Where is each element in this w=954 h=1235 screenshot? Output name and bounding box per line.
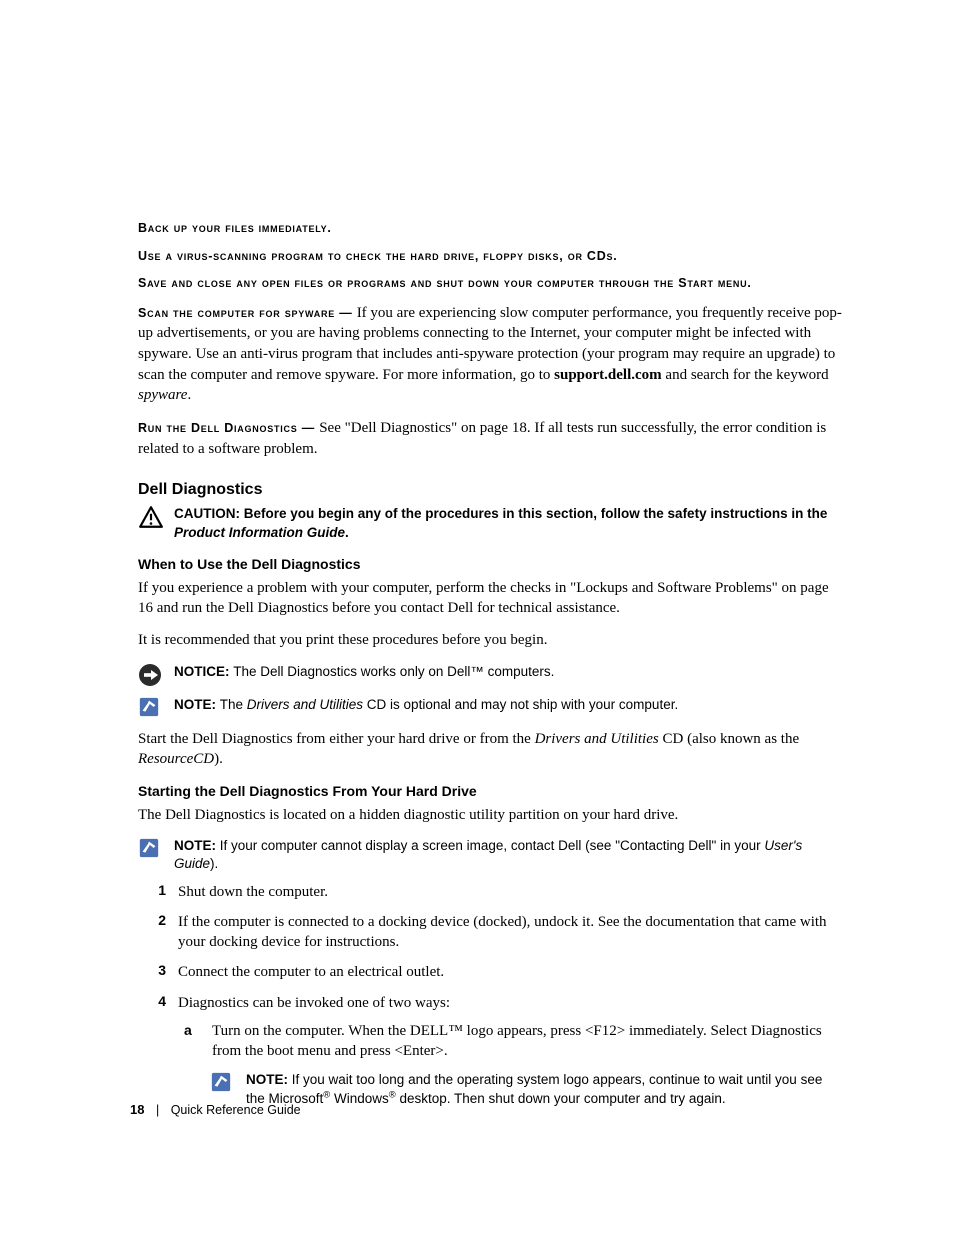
substep-label: a — [178, 1021, 212, 1062]
step-4-content: Diagnostics can be invoked one of two wa… — [178, 993, 844, 1117]
step-4-text: Diagnostics can be invoked one of two wa… — [178, 995, 450, 1011]
caution-body-a: Before you begin any of the procedures i… — [244, 506, 828, 521]
when-p1: If you experience a problem with your co… — [138, 578, 844, 619]
document-page: Back up your files immediately. Use a vi… — [0, 0, 954, 1235]
step-2-text: If the computer is connected to a dockin… — [178, 912, 844, 953]
note1-ital: Drivers and Utilities — [247, 697, 363, 712]
step-1: 1 Shut down the computer. — [138, 882, 844, 902]
spyware-keyword: spyware — [138, 387, 187, 403]
step-3: 3 Connect the computer to an electrical … — [138, 962, 844, 982]
footer-title: Quick Reference Guide — [171, 1103, 301, 1117]
start-c: ). — [214, 751, 223, 767]
note2-text: NOTE: If your computer cannot display a … — [174, 837, 844, 873]
substeps: a Turn on the computer. When the DELL™ l… — [178, 1021, 844, 1062]
caution-body-b: . — [345, 525, 349, 540]
page-footer: 18 | Quick Reference Guide — [130, 1102, 301, 1117]
note1-label: NOTE: — [174, 697, 220, 712]
hd-p1: The Dell Diagnostics is located on a hid… — [138, 805, 844, 825]
note2-label: NOTE: — [174, 838, 220, 853]
section-title-dell-diagnostics: Dell Diagnostics — [138, 481, 844, 499]
heading-save-close: Save and close any open files or program… — [138, 275, 844, 293]
step-1-text: Shut down the computer. — [178, 882, 844, 902]
heading-virus-scan: Use a virus-scanning program to check th… — [138, 248, 844, 266]
caution-text: CAUTION: Before you begin any of the pro… — [174, 505, 844, 541]
subheading-starting-hd: Starting the Dell Diagnostics From Your … — [138, 783, 844, 799]
para-run-diagnostics: Run the Dell Diagnostics — See "Dell Dia… — [138, 418, 844, 459]
note1-b: CD is optional and may not ship with you… — [363, 697, 678, 712]
note3-label: NOTE: — [246, 1072, 292, 1087]
caution-block: CAUTION: Before you begin any of the pro… — [138, 505, 844, 541]
heading-backup: Back up your files immediately. — [138, 220, 844, 238]
start-a: Start the Dell Diagnostics from either y… — [138, 731, 535, 747]
note3-body: If you wait too long and the operating s… — [246, 1072, 822, 1106]
step-num: 2 — [138, 912, 178, 953]
spyware-body-c: . — [187, 387, 191, 403]
notice-block: NOTICE: The Dell Diagnostics works only … — [138, 663, 844, 692]
notice-body: The Dell Diagnostics works only on Dell™… — [233, 664, 554, 679]
para-spyware: Scan the computer for spyware — If you a… — [138, 303, 844, 406]
notice-icon — [138, 663, 166, 692]
note-icon — [138, 696, 166, 723]
note-icon — [138, 837, 166, 864]
step-num: 4 — [138, 993, 178, 1117]
start-ital1: Drivers and Utilities — [535, 731, 659, 747]
when-p2: It is recommended that you print these p… — [138, 630, 844, 650]
step-4: 4 Diagnostics can be invoked one of two … — [138, 993, 844, 1117]
note2-b: ). — [210, 856, 218, 871]
subheading-when-to-use: When to Use the Dell Diagnostics — [138, 556, 844, 572]
lead-scan-spyware: Scan the computer for spyware — — [138, 306, 357, 320]
step-2: 2 If the computer is connected to a dock… — [138, 912, 844, 953]
notice-label: NOTICE: — [174, 664, 233, 679]
start-ital2: ResourceCD — [138, 751, 214, 767]
caution-label: CAUTION: — [174, 506, 244, 521]
caution-ital: Product Information Guide — [174, 525, 345, 540]
note-icon — [210, 1071, 238, 1099]
page-number: 18 — [130, 1102, 144, 1117]
start-para: Start the Dell Diagnostics from either y… — [138, 729, 844, 770]
footer-separator: | — [156, 1103, 159, 1117]
note3-text: NOTE: If you wait too long and the opera… — [246, 1071, 844, 1108]
start-b: CD (also known as the — [659, 731, 799, 747]
note-block-3: NOTE: If you wait too long and the opera… — [210, 1071, 844, 1108]
caution-icon — [138, 505, 166, 534]
numbered-steps: 1 Shut down the computer. 2 If the compu… — [138, 882, 844, 1117]
note2-a: If your computer cannot display a screen… — [220, 838, 765, 853]
step-num: 1 — [138, 882, 178, 902]
lead-run-diag: Run the Dell Diagnostics — — [138, 421, 319, 435]
support-link-text: support.dell.com — [554, 367, 662, 383]
step-num: 3 — [138, 962, 178, 982]
spyware-body-b: and search for the keyword — [662, 367, 829, 383]
note1-a: The — [220, 697, 247, 712]
note-block-2: NOTE: If your computer cannot display a … — [138, 837, 844, 873]
note1-text: NOTE: The Drivers and Utilities CD is op… — [174, 696, 844, 714]
step-3-text: Connect the computer to an electrical ou… — [178, 962, 844, 982]
notice-text: NOTICE: The Dell Diagnostics works only … — [174, 663, 844, 681]
substep-a-text: Turn on the computer. When the DELL™ log… — [212, 1021, 844, 1062]
substep-a: a Turn on the computer. When the DELL™ l… — [178, 1021, 844, 1062]
note-block-1: NOTE: The Drivers and Utilities CD is op… — [138, 696, 844, 723]
